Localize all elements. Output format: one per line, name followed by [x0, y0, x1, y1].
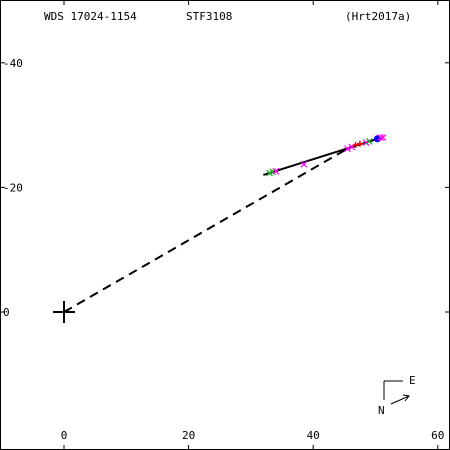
discoverer-label: STF3108: [186, 10, 232, 23]
observation-points: [266, 134, 387, 177]
observation-plus-marker: [356, 140, 363, 147]
y-tick-label: -20: [3, 181, 23, 194]
marker-stroke: [365, 137, 373, 145]
marker-stroke: [377, 134, 384, 141]
compass-north-label: N: [378, 404, 385, 417]
marker-stroke: [300, 160, 308, 168]
x-tick-label: 40: [307, 429, 320, 442]
marker-stroke: [344, 145, 351, 153]
compass: E N: [378, 374, 416, 417]
axis-tick-labels: -2002040600-20-40: [3, 57, 444, 442]
observation-x-marker: [344, 145, 351, 153]
observation-x-marker: [377, 134, 384, 141]
primary-star-marker: [53, 301, 75, 323]
observation-x-marker: [300, 160, 308, 168]
observation-x-marker: [365, 137, 373, 145]
marker-stroke: [379, 134, 387, 141]
x-tick-label: 0: [61, 429, 68, 442]
y-tick-label: -40: [3, 57, 23, 70]
x-tick-label: 60: [431, 429, 444, 442]
reference-label: (Hrt2017a): [345, 10, 411, 23]
observation-plus-marker: [352, 142, 359, 149]
observation-dot-marker: [373, 135, 381, 143]
observation-x-marker: [272, 167, 280, 175]
motion-arrow: [390, 395, 410, 405]
marker-stroke: [272, 167, 280, 175]
compass-east-label: E: [409, 374, 416, 387]
motion-arrow-head: [402, 394, 410, 402]
y-tick-label: 0: [3, 306, 10, 319]
wds-id-label: WDS 17024-1154: [44, 10, 137, 23]
observation-x-marker: [379, 134, 387, 141]
x-tick-label: 20: [182, 429, 195, 442]
dashed-line: [63, 146, 352, 313]
